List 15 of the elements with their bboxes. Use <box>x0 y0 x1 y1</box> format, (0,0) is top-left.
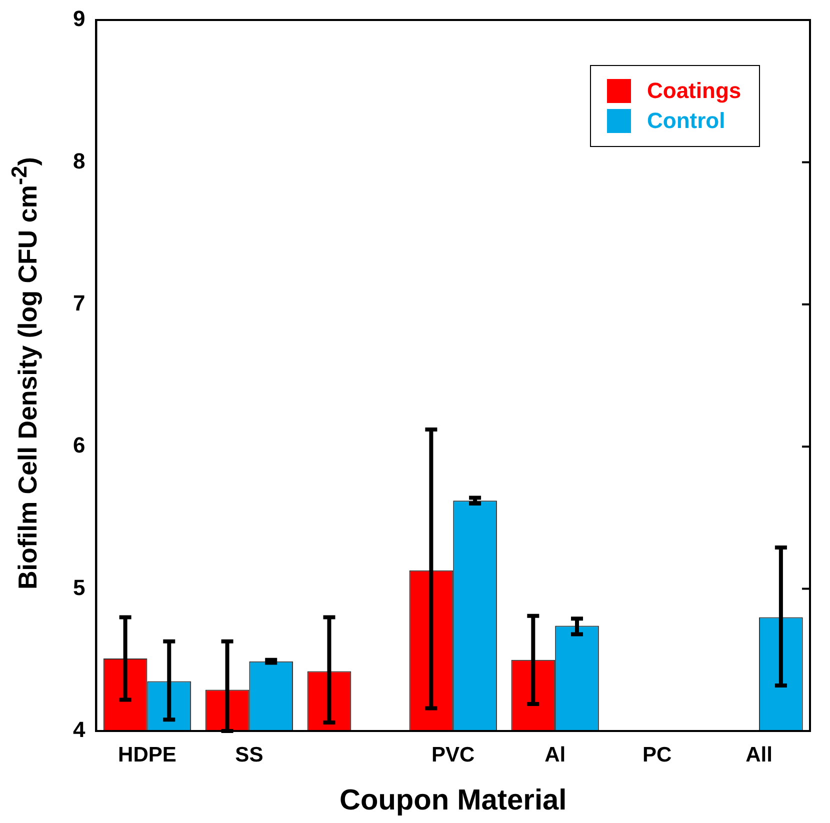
y-tick-label: 8 <box>72 148 86 174</box>
x-tick-label: SS <box>235 743 264 766</box>
legend-label: Coatings <box>647 78 742 104</box>
x-tick-label: PVC <box>432 743 475 766</box>
y-tick-label: 9 <box>72 6 86 32</box>
x-tick-label: All <box>746 743 772 766</box>
y-tick-label: 4 <box>72 717 86 742</box>
y-tick-label: 6 <box>72 432 86 458</box>
x-axis-title: Coupon Material <box>340 784 567 817</box>
legend-label: Control <box>647 108 726 134</box>
x-tick-label: PC <box>642 743 672 766</box>
y-tick-label: 7 <box>72 290 86 316</box>
y-tick-label: 5 <box>72 574 86 600</box>
x-tick-label: HDPE <box>118 743 176 766</box>
x-tick-label: Al <box>544 743 566 766</box>
